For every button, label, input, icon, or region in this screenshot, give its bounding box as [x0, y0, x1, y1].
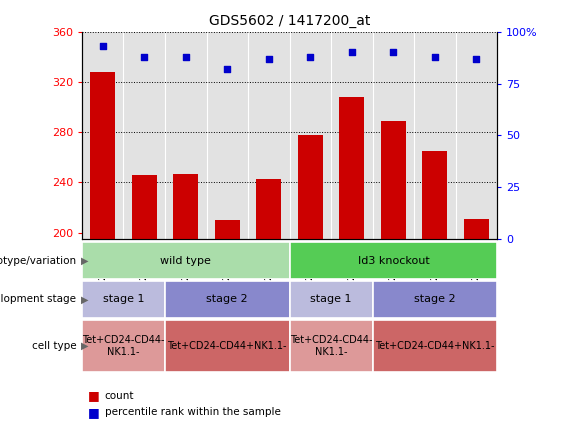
- Bar: [82, 32, 123, 239]
- Point: [347, 49, 357, 56]
- Bar: [248, 32, 289, 239]
- Bar: [173, 174, 198, 239]
- Bar: [289, 242, 497, 279]
- Title: GDS5602 / 1417200_at: GDS5602 / 1417200_at: [209, 14, 370, 28]
- Bar: [132, 175, 157, 239]
- Text: ▶: ▶: [81, 255, 88, 266]
- Bar: [215, 220, 240, 239]
- Bar: [414, 32, 455, 239]
- Bar: [373, 320, 497, 372]
- Text: development stage: development stage: [0, 294, 76, 305]
- Bar: [423, 151, 447, 239]
- Text: ■: ■: [88, 389, 103, 402]
- Text: wild type: wild type: [160, 255, 211, 266]
- Text: Id3 knockout: Id3 knockout: [358, 255, 429, 266]
- Bar: [464, 219, 489, 239]
- Bar: [373, 281, 497, 318]
- Text: Tet+CD24-CD44+NK1.1-: Tet+CD24-CD44+NK1.1-: [167, 341, 287, 351]
- Bar: [340, 97, 364, 239]
- Text: stage 1: stage 1: [103, 294, 144, 305]
- Point: [472, 55, 481, 62]
- Point: [264, 55, 273, 62]
- Bar: [82, 281, 165, 318]
- Point: [140, 53, 149, 60]
- Bar: [373, 32, 414, 239]
- Text: stage 1: stage 1: [310, 294, 352, 305]
- Text: count: count: [105, 390, 134, 401]
- Text: percentile rank within the sample: percentile rank within the sample: [105, 407, 280, 418]
- Bar: [165, 281, 289, 318]
- Text: stage 2: stage 2: [414, 294, 456, 305]
- Bar: [90, 72, 115, 239]
- Text: Tet+CD24-CD44-
NK1.1-: Tet+CD24-CD44- NK1.1-: [82, 335, 165, 357]
- Text: cell type: cell type: [32, 341, 76, 351]
- Bar: [123, 32, 165, 239]
- Point: [389, 49, 398, 56]
- Point: [306, 53, 315, 60]
- Text: stage 2: stage 2: [206, 294, 248, 305]
- Text: Tet+CD24-CD44+NK1.1-: Tet+CD24-CD44+NK1.1-: [375, 341, 495, 351]
- Text: Tet+CD24-CD44-
NK1.1-: Tet+CD24-CD44- NK1.1-: [290, 335, 372, 357]
- Bar: [165, 32, 207, 239]
- Bar: [289, 32, 331, 239]
- Bar: [165, 320, 289, 372]
- Text: ▶: ▶: [81, 341, 88, 351]
- Bar: [207, 32, 248, 239]
- Bar: [289, 320, 373, 372]
- Point: [181, 53, 190, 60]
- Bar: [455, 32, 497, 239]
- Bar: [331, 32, 373, 239]
- Point: [98, 43, 107, 49]
- Bar: [82, 242, 289, 279]
- Bar: [381, 121, 406, 239]
- Text: genotype/variation: genotype/variation: [0, 255, 76, 266]
- Bar: [82, 320, 165, 372]
- Bar: [257, 179, 281, 239]
- Point: [431, 53, 440, 60]
- Bar: [289, 281, 373, 318]
- Text: ■: ■: [88, 406, 103, 419]
- Point: [223, 66, 232, 72]
- Text: ▶: ▶: [81, 294, 88, 305]
- Bar: [298, 135, 323, 239]
